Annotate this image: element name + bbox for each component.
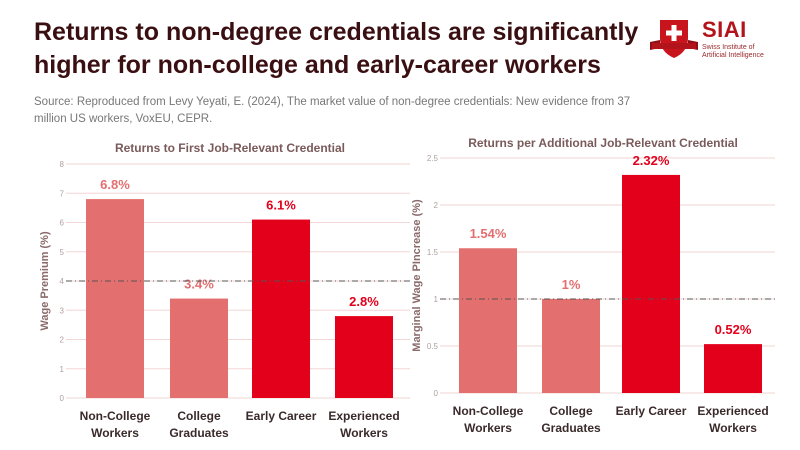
logo-subtitle-line-1: Swiss Institute of [702, 44, 755, 51]
y-axis-title: Wage Premium (%) [39, 231, 51, 331]
siai-logo: SIAI Swiss Institute of Artificial Intel… [648, 18, 788, 60]
data-label: 6.1% [266, 198, 296, 213]
data-label: 0.52% [715, 322, 752, 337]
chart-title: Returns per Additional Job-Relevant Cred… [468, 136, 738, 150]
x-tick-label: Early Career [616, 404, 687, 418]
x-tick-label: Experienced [697, 404, 768, 418]
x-tick-label: Workers [91, 426, 139, 440]
bar [252, 219, 310, 398]
data-label: 3.4% [184, 277, 214, 292]
y-tick-label: 2.5 [427, 154, 439, 163]
data-label: 1% [562, 277, 581, 292]
bar [170, 298, 228, 398]
x-tick-label: Workers [709, 421, 757, 435]
logo-subtitle: Swiss Institute of Artificial Intelligen… [702, 44, 792, 60]
bar [86, 199, 144, 398]
x-tick-label: College [549, 404, 593, 418]
bar [335, 316, 393, 398]
y-tick-label: 6 [60, 219, 65, 228]
shield-cross-icon [650, 20, 698, 58]
x-tick-label: Workers [464, 421, 512, 435]
title-line-1: Returns to non-degree credentials are si… [34, 18, 639, 46]
y-tick-label: 4 [60, 277, 65, 286]
x-tick-label: Workers [340, 426, 388, 440]
bar [542, 299, 600, 393]
y-tick-label: 3 [60, 306, 65, 315]
y-tick-label: 2 [434, 201, 439, 210]
source-line-1: Source: Reproduced from Levy Yeyati, E. … [34, 96, 631, 108]
page-title: Returns to non-degree credentials are si… [34, 16, 654, 82]
x-tick-label: Early Career [246, 409, 317, 423]
source-line-2: million US workers, VoxEU, CEPR. [34, 113, 213, 125]
bar [459, 248, 517, 393]
y-axis-title: Marginal Wage PIncrease (%) [411, 199, 423, 352]
source-note: Source: Reproduced from Levy Yeyati, E. … [34, 94, 684, 128]
y-tick-label: 0 [434, 389, 439, 398]
x-tick-label: Non-College [453, 404, 524, 418]
x-tick-label: Non-College [80, 409, 151, 423]
logo-subtitle-line-2: Artificial Intelligence [702, 52, 764, 59]
y-tick-label: 1 [60, 365, 65, 374]
data-label: 2.32% [633, 153, 670, 168]
x-tick-label: Graduates [541, 421, 601, 435]
bar [622, 174, 680, 393]
y-tick-label: 1.5 [427, 248, 439, 257]
y-tick-label: 0.5 [427, 342, 439, 351]
x-tick-label: Experienced [328, 409, 399, 423]
data-label: 6.8% [100, 177, 130, 192]
title-line-2: higher for non-college and early-career … [34, 51, 601, 79]
logo-name: SIAI [702, 17, 747, 42]
chart-title: Returns to First Job-Relevant Credential [115, 141, 345, 155]
data-label: 2.8% [349, 294, 379, 309]
y-tick-label: 0 [60, 394, 65, 403]
y-tick-label: 7 [60, 189, 65, 198]
data-label: 1.54% [470, 226, 507, 241]
y-tick-label: 1 [434, 295, 439, 304]
x-tick-label: College [177, 409, 221, 423]
y-tick-label: 2 [60, 336, 65, 345]
y-tick-label: 8 [60, 160, 65, 169]
bar [704, 344, 762, 393]
x-tick-label: Graduates [169, 426, 229, 440]
y-tick-label: 5 [60, 248, 65, 257]
